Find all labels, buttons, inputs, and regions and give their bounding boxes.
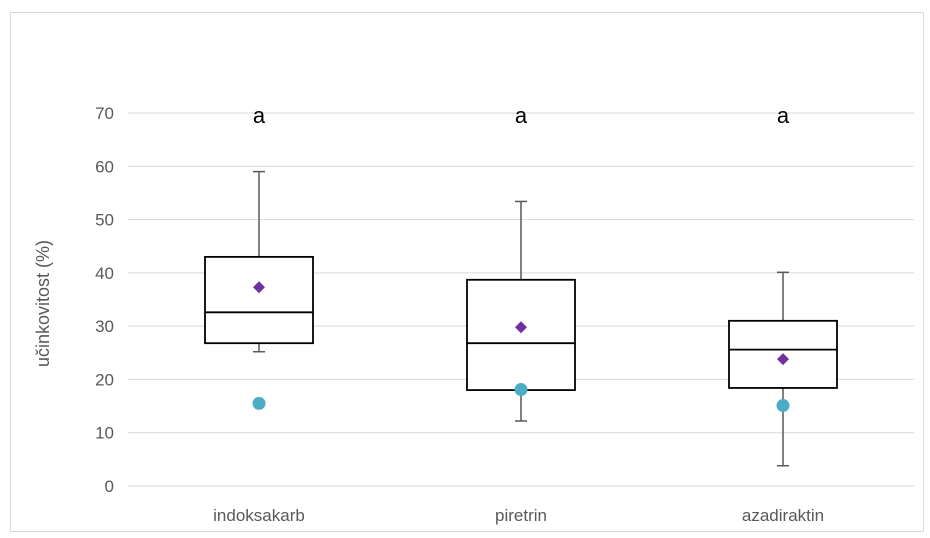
chart-frame: 0 10 20 30 40 50 60 70 a a a indoksakarb piretrin a… <box>10 12 924 532</box>
box-group-piretrin: a <box>466 103 576 422</box>
y-tick-label-40: 40 <box>95 264 114 283</box>
category-label-azadiraktin: azadiraktin <box>742 506 824 525</box>
box-group-indoksakarb: a <box>204 103 314 410</box>
category-label-piretrin: piretrin <box>495 506 547 525</box>
mean-marker <box>777 353 789 366</box>
y-tick-label-50: 50 <box>95 211 114 230</box>
iqr-box <box>466 278 576 391</box>
mean-marker <box>253 281 265 294</box>
y-tick-label-60: 60 <box>95 157 114 176</box>
significance-letter: a <box>253 103 266 128</box>
y-tick-label-0: 0 <box>105 477 114 496</box>
outlier-point <box>776 399 790 413</box>
outlier-point <box>252 396 266 410</box>
y-tick-label-30: 30 <box>95 317 114 336</box>
category-labels: indoksakarb piretrin azadiraktin <box>213 506 824 525</box>
significance-letter: a <box>777 103 790 128</box>
iqr-box <box>204 255 314 345</box>
y-tick-label-10: 10 <box>95 424 114 443</box>
boxplot-chart: 0 10 20 30 40 50 60 70 a a a indoksakarb piretrin a… <box>33 103 914 525</box>
y-tick-label-70: 70 <box>95 104 114 123</box>
y-tick-label-20: 20 <box>95 370 114 389</box>
y-tick-labels: 0 10 20 30 40 50 60 70 <box>95 104 114 496</box>
mean-marker <box>515 321 527 334</box>
significance-letter: a <box>515 103 528 128</box>
y-axis-title: učinkovitost (%) <box>33 240 53 367</box>
box-group-azadiraktin: a <box>728 103 838 467</box>
category-label-indoksakarb: indoksakarb <box>213 506 305 525</box>
outlier-point <box>514 383 528 397</box>
